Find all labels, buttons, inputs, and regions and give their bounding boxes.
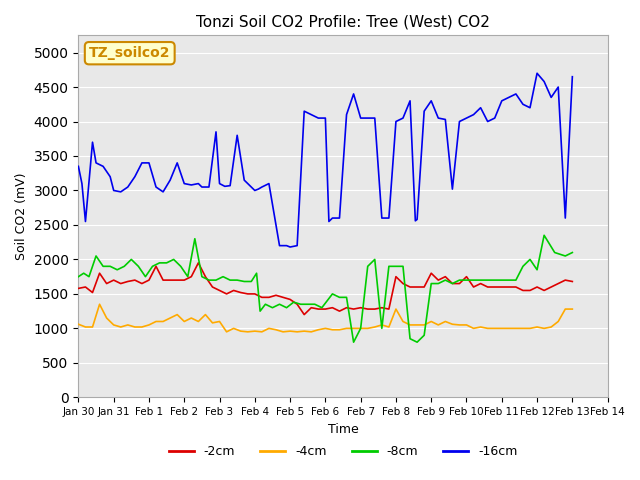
X-axis label: Time: Time [328,422,358,436]
Title: Tonzi Soil CO2 Profile: Tree (West) CO2: Tonzi Soil CO2 Profile: Tree (West) CO2 [196,15,490,30]
Y-axis label: Soil CO2 (mV): Soil CO2 (mV) [15,173,28,260]
Text: TZ_soilco2: TZ_soilco2 [89,46,170,60]
Legend: -2cm, -4cm, -8cm, -16cm: -2cm, -4cm, -8cm, -16cm [163,441,522,464]
